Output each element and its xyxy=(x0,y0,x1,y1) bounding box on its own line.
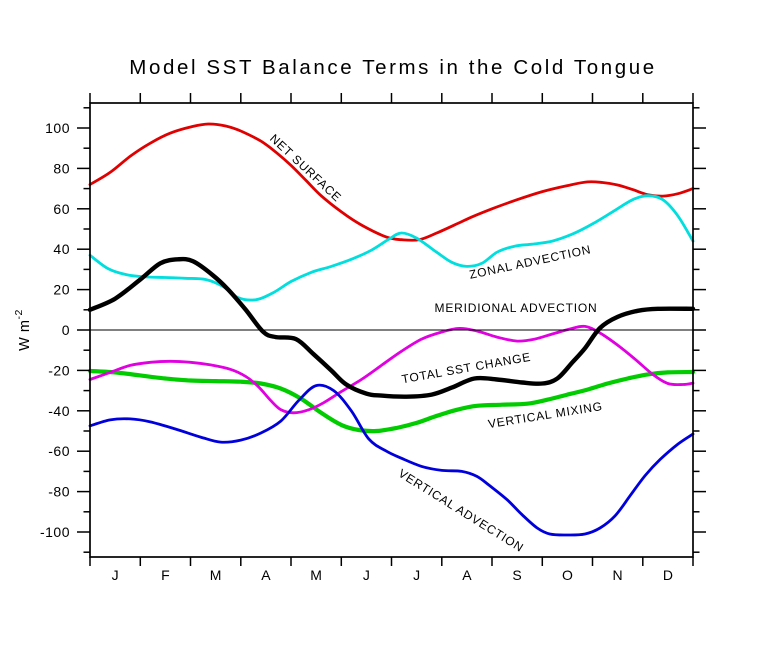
month-label-M2: M xyxy=(210,567,222,583)
y-tick-label: 60 xyxy=(53,201,70,217)
plot-curves xyxy=(87,122,696,537)
y-tick-label: -80 xyxy=(48,484,70,500)
y-axis-label-exponent: -2 xyxy=(13,309,25,319)
month-label-N10: N xyxy=(613,567,623,583)
month-label-A7: A xyxy=(462,567,472,583)
y-tick-label: 0 xyxy=(62,322,70,338)
y-tick-label: -60 xyxy=(48,443,70,459)
series-line-meridional-advection xyxy=(88,324,695,415)
y-tick-label: 100 xyxy=(45,120,70,136)
axis-ticks xyxy=(77,93,706,566)
chart-title: Model SST Balance Terms in the Cold Tong… xyxy=(129,56,656,79)
month-label-M4: M xyxy=(310,567,322,583)
month-label-F1: F xyxy=(161,567,170,583)
series-line-vertical-mixing xyxy=(87,368,696,434)
series-line-net-surface xyxy=(88,122,695,242)
month-label-J6: J xyxy=(413,567,420,583)
y-tick-label: 80 xyxy=(53,160,70,176)
month-label-J5: J xyxy=(363,567,370,583)
series-line-zonal-advection xyxy=(88,194,695,302)
series-label-meridional-advection: MERIDIONAL ADVECTION xyxy=(435,301,598,315)
series-label-zonal-advection: ZONAL ADVECTION xyxy=(468,242,592,282)
month-label-D11: D xyxy=(663,567,673,583)
y-tick-labels: 100 80 60 40 20 0 -20 -40 -60 -80 -100 xyxy=(40,120,70,540)
month-label-J0: J xyxy=(112,567,119,583)
month-label-S8: S xyxy=(512,567,521,583)
y-tick-label: 40 xyxy=(53,241,70,257)
y-axis-label-unit: W m xyxy=(17,320,33,351)
y-axis-label: W m-2 xyxy=(13,309,33,351)
y-tick-label: -100 xyxy=(40,524,70,540)
series-line-vertical-advection xyxy=(88,383,695,537)
y-tick-label: 20 xyxy=(53,282,70,298)
series-line-total-sst-change xyxy=(87,256,696,399)
month-label-O9: O xyxy=(562,567,573,583)
series-label-net-surface: NET SURFACE xyxy=(267,131,344,204)
y-tick-label: -40 xyxy=(48,403,70,419)
series-label-vertical-advection: VERTICAL ADVECTION xyxy=(396,466,526,555)
y-tick-label: -20 xyxy=(48,362,70,378)
month-label-A3: A xyxy=(261,567,271,583)
